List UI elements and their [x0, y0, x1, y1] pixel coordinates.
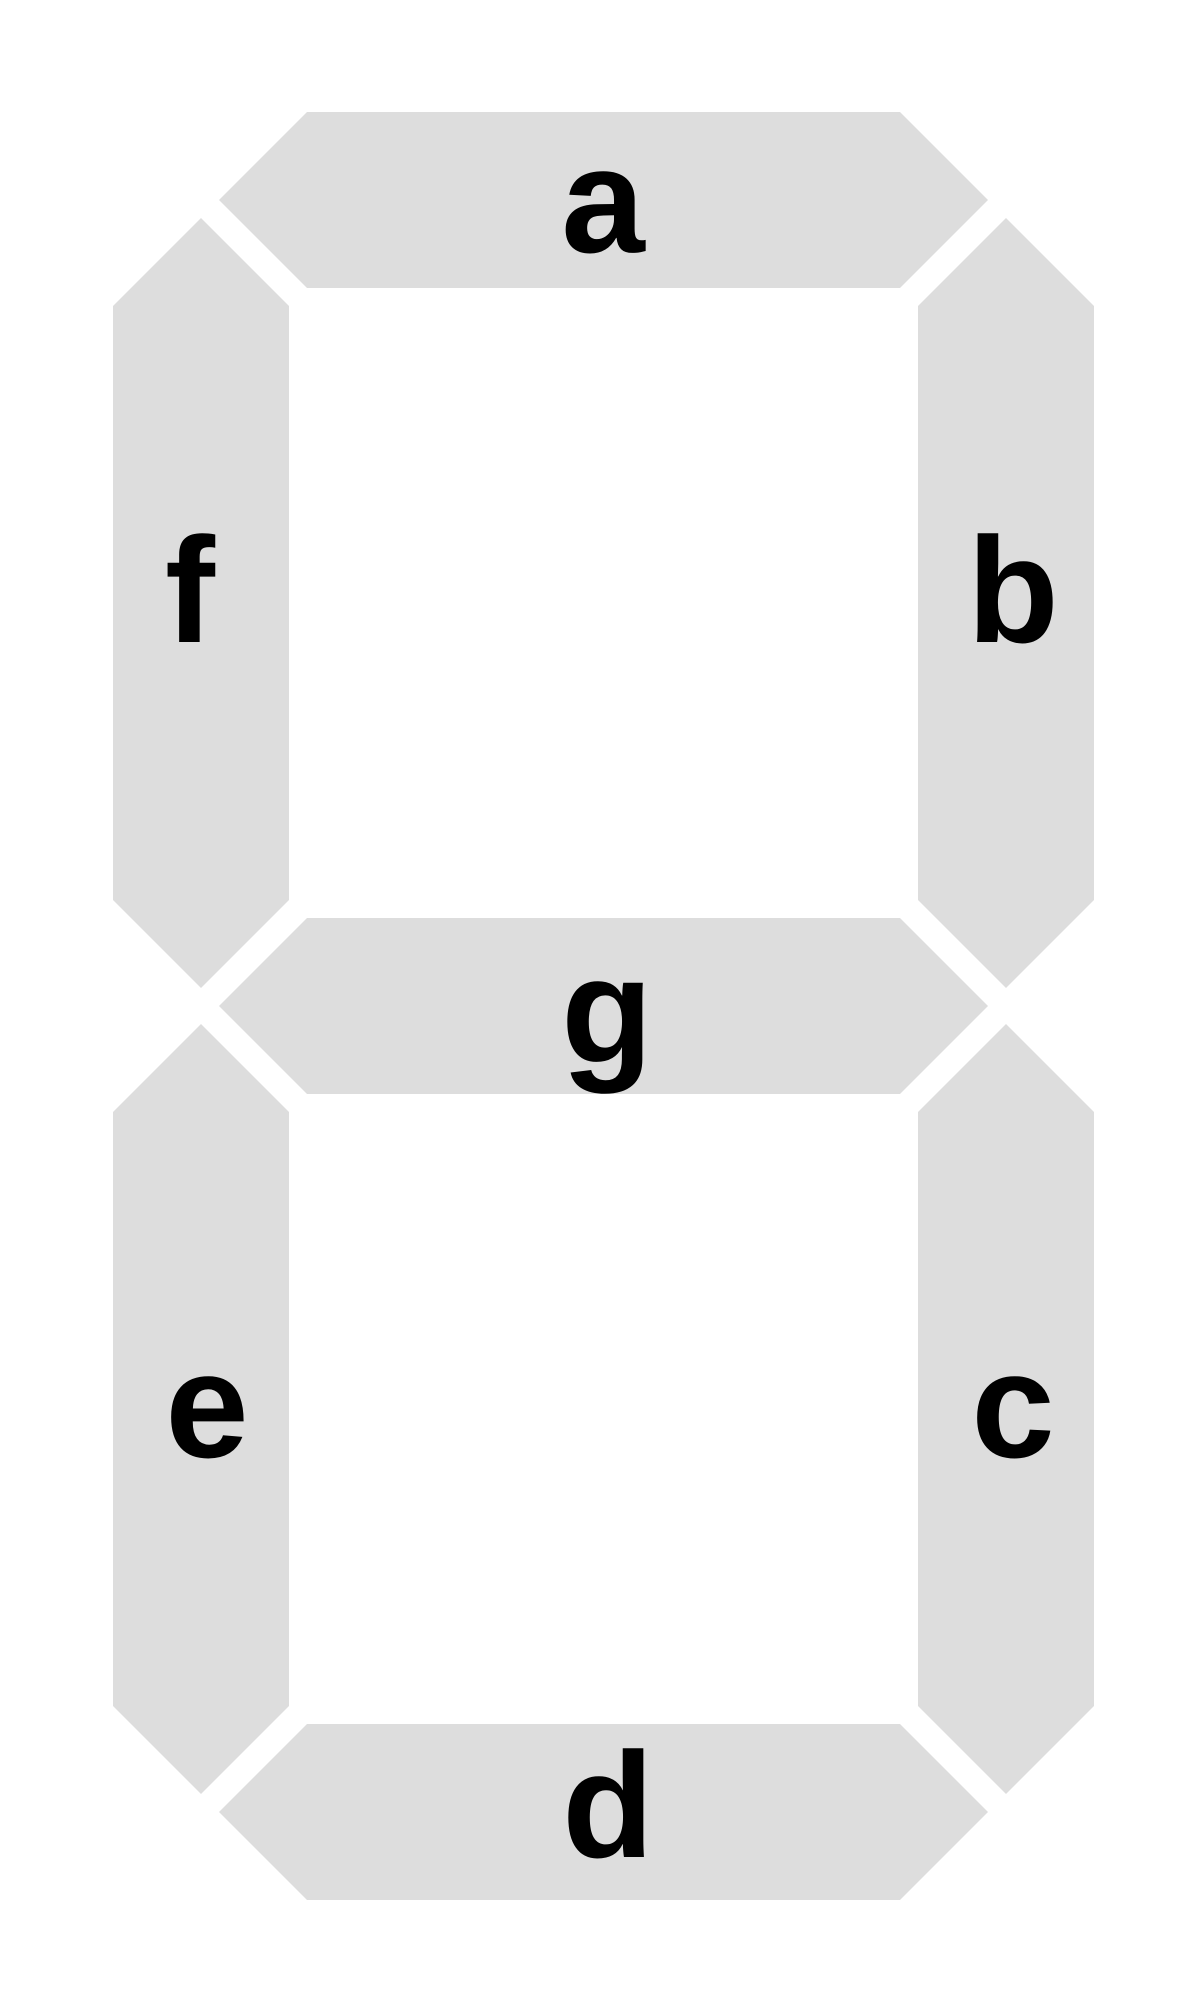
segment-a-label: a — [561, 116, 646, 284]
segment-c-label: c — [971, 1321, 1054, 1489]
segment-g-label: g — [561, 926, 653, 1094]
segment-e-label: e — [165, 1321, 248, 1489]
segment-d-label: d — [562, 1721, 654, 1889]
segment-f-label: f — [165, 506, 216, 674]
segment-b-label: b — [967, 506, 1059, 674]
